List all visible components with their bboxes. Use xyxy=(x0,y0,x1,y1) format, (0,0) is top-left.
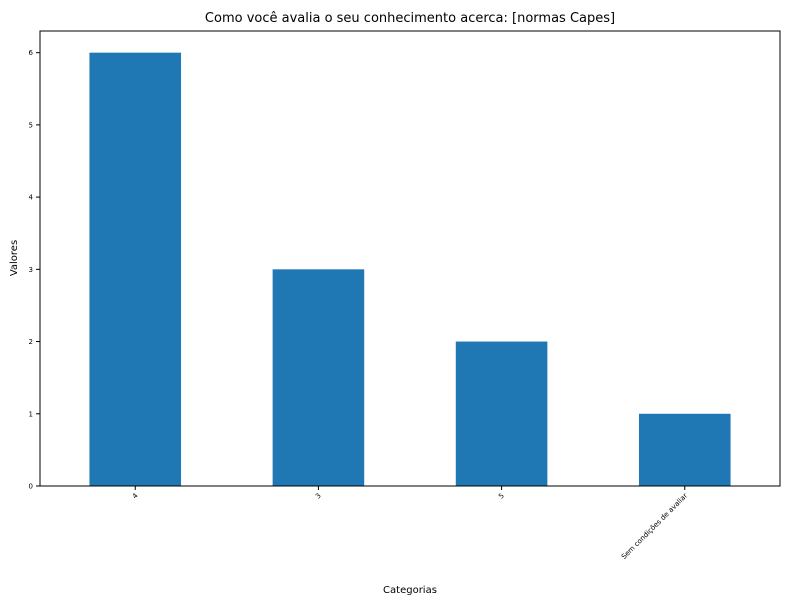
chart-title: Como você avalia o seu conhecimento acer… xyxy=(205,11,615,26)
bar-3 xyxy=(638,413,731,486)
bar-0 xyxy=(89,52,182,487)
y-tick-label: 5 xyxy=(29,121,33,129)
y-tick-label: 1 xyxy=(29,410,33,418)
y-tick-label: 0 xyxy=(29,483,33,491)
x-tick-label: 4 xyxy=(131,491,140,500)
y-axis-label: Valores xyxy=(9,240,20,276)
y-tick-label: 3 xyxy=(29,266,33,274)
x-tick-label: 3 xyxy=(314,492,323,501)
plot-frame xyxy=(39,30,781,487)
y-tick-label: 4 xyxy=(29,194,34,202)
y-axis: 0 1 2 3 4 5 6 xyxy=(29,49,40,491)
x-axis-label: Categorias xyxy=(383,585,437,596)
bar-1 xyxy=(272,269,365,486)
x-axis: 4 3 5 Sem condições de avaliar xyxy=(131,486,689,561)
x-tick-label: Sem condições de avaliar xyxy=(620,492,689,561)
x-tick-label: 5 xyxy=(497,492,506,501)
y-tick-label: 6 xyxy=(29,49,34,57)
bars-layer xyxy=(89,52,731,487)
bar-2 xyxy=(455,341,548,486)
y-tick-label: 2 xyxy=(29,338,33,346)
